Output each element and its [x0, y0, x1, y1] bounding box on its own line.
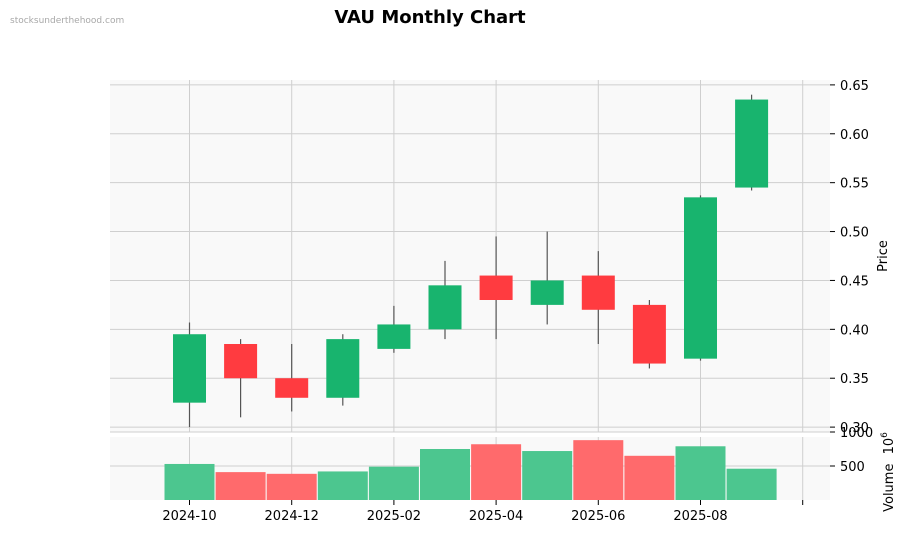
volume-axis-label-text: Volume: [882, 464, 897, 512]
x-tick-label: 2025-02: [367, 509, 421, 524]
volume-axis-label: Volume 106: [880, 432, 897, 512]
volume-bar: [522, 451, 573, 500]
x-tick-label: 2024-12: [265, 509, 319, 524]
volume-bar: [266, 473, 317, 500]
volume-bar: [164, 463, 215, 500]
price-tick-label: 0.65: [840, 79, 869, 94]
x-tick-label: 2025-08: [673, 509, 727, 524]
price-tick-label: 0.50: [840, 226, 869, 241]
candle-body: [735, 99, 769, 188]
volume-tick-label: 1000: [840, 426, 873, 441]
price-axis-label: Price: [876, 240, 891, 272]
volume-axis-exponent: 6: [880, 432, 890, 438]
price-panel-background: [110, 80, 830, 432]
volume-bar: [317, 471, 368, 500]
price-tick-label: 0.30: [840, 421, 869, 436]
price-tick-label: 0.45: [840, 274, 869, 289]
candle-body: [275, 378, 309, 398]
volume-bar: [675, 446, 726, 500]
volume-bars: [164, 440, 777, 500]
candle-body: [632, 304, 666, 364]
candle-body: [428, 285, 462, 330]
x-tick-label: 2025-06: [571, 509, 625, 524]
x-tick-label: 2025-04: [469, 509, 523, 524]
volume-bar: [215, 472, 266, 500]
volume-bar: [420, 449, 470, 500]
candle-body: [530, 280, 564, 305]
candle-body: [581, 275, 615, 310]
price-tick-label: 0.40: [840, 323, 869, 338]
candle-body: [377, 324, 411, 349]
x-tick-label: 2024-10: [162, 509, 216, 524]
watermark: stocksunderthehood.com: [10, 16, 125, 26]
candle-body: [479, 275, 513, 300]
volume-bar: [726, 468, 777, 500]
candle-body: [326, 339, 360, 398]
axes: 2024-10 2024-12 2025-02 2025-04 2025-06 2025-…: [162, 79, 873, 524]
candle-body: [173, 334, 206, 403]
price-tick-label: 0.35: [840, 372, 869, 387]
volume-bar: [368, 466, 419, 500]
candles: [173, 94, 769, 428]
volume-bar: [624, 455, 675, 500]
price-tick-label: 0.55: [840, 177, 869, 192]
volume-tick-label: 500: [840, 460, 865, 475]
volume-bar: [573, 440, 624, 500]
candle-body: [224, 344, 258, 379]
price-tick-label: 0.60: [840, 128, 869, 143]
chart-title: VAU Monthly Chart: [334, 7, 526, 28]
candle-body: [684, 197, 717, 359]
volume-bar: [471, 444, 522, 500]
